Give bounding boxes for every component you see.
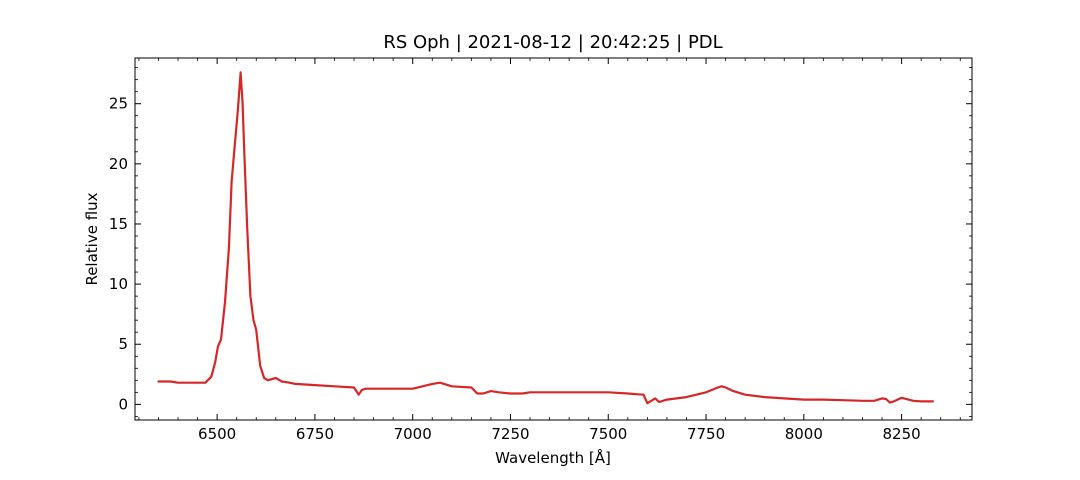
x-axis-label: Wavelength [Å] <box>495 448 611 467</box>
x-tick-label: 8000 <box>785 425 823 443</box>
plot-frame <box>134 57 973 421</box>
y-tick-label: 20 <box>109 155 128 173</box>
x-tick-label: 8250 <box>883 425 921 443</box>
y-axis-label: Relative flux <box>83 192 101 285</box>
x-tick-label: 7500 <box>589 425 627 443</box>
x-tick-label: 6750 <box>296 425 334 443</box>
spectrum-line-0 <box>157 71 935 405</box>
chart-title: RS Oph | 2021-08-12 | 20:42:25 | PDL <box>383 32 722 53</box>
plot-area: 6500 6750 7000 7250 7500 7750 8000 8250 0 5 10 15 20… <box>109 57 973 443</box>
y-tick-label: 5 <box>118 335 128 353</box>
x-tick-label: 7250 <box>491 425 529 443</box>
y-tick-label: 10 <box>109 275 128 293</box>
y-tick-label: 0 <box>118 395 128 413</box>
x-tick-label: 6500 <box>198 425 236 443</box>
x-tick-label: 7750 <box>687 425 725 443</box>
x-tick-label: 7000 <box>394 425 432 443</box>
y-tick-label: 15 <box>109 215 128 233</box>
y-tick-label: 25 <box>109 95 128 113</box>
